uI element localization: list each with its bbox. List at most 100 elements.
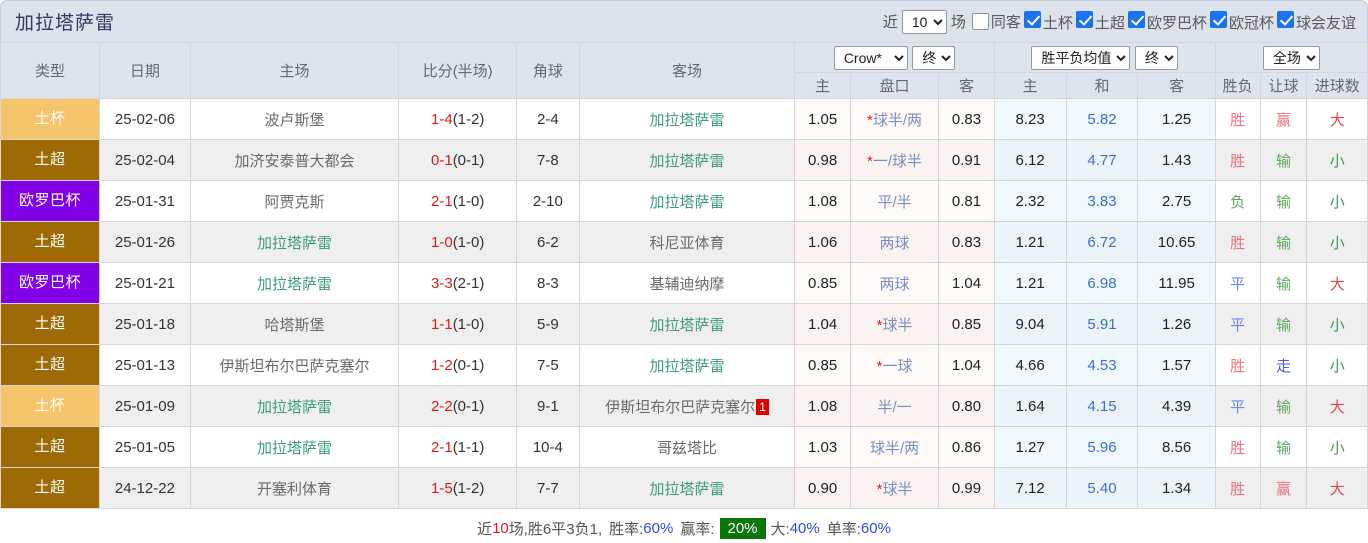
cell-type[interactable]: 土超 [0, 467, 101, 509]
cell-home-team[interactable]: 加拉塔萨雷 [189, 385, 400, 427]
cell-score[interactable]: 2-2(0-1) [398, 385, 518, 427]
cell-score[interactable]: 1-1(1-0) [398, 303, 518, 345]
checkbox-box[interactable] [1127, 10, 1145, 28]
cell-type[interactable]: 土杯 [0, 98, 101, 140]
home-team-name[interactable]: 加拉塔萨雷 [257, 234, 333, 252]
table-row[interactable]: 土杯 25-01-09 加拉塔萨雷 2-2(0-1) 9-1 伊斯坦布尔巴萨克塞尔 1 1.0… [0, 385, 1368, 427]
table-row[interactable]: 土杯 25-02-06 波卢斯堡 1-4(1-2) 2-4 加拉塔萨雷 1.05 *球半/两 0… [0, 98, 1368, 140]
competition-checkbox-5[interactable] [1276, 10, 1294, 28]
same-away-checkbox[interactable] [971, 13, 989, 30]
home-team-name[interactable]: 加拉塔萨雷 [257, 398, 333, 416]
competition-checkbox-4[interactable] [1209, 10, 1227, 28]
cell-away-team[interactable]: 加拉塔萨雷 [578, 303, 796, 345]
cell-type[interactable]: 土超 [0, 344, 101, 386]
full-time-score: 2-1 [431, 192, 453, 210]
cell-home-team[interactable]: 加拉塔萨雷 [189, 262, 400, 304]
away-team-name[interactable]: 加拉塔萨雷 [649, 316, 725, 334]
home-team-name[interactable]: 伊斯坦布尔巴萨克塞尔 [219, 357, 370, 375]
away-team-name[interactable]: 哥兹塔比 [657, 439, 718, 457]
cell-type[interactable]: 土超 [0, 221, 101, 263]
home-team-name[interactable]: 加拉塔萨雷 [257, 439, 333, 457]
away-team-name[interactable]: 伊斯坦布尔巴萨克塞尔 [605, 398, 756, 416]
competition-checkbox-2[interactable] [1075, 10, 1093, 28]
home-team-name[interactable]: 加济安泰普大都会 [234, 152, 355, 170]
cell-away-team[interactable]: 哥兹塔比 [578, 426, 796, 468]
home-team-name[interactable]: 开塞利体育 [257, 480, 333, 498]
cell-away-team[interactable]: 科尼亚体育 [578, 221, 796, 263]
cell-away-team[interactable]: 加拉塔萨雷 [578, 180, 796, 222]
away-team-name[interactable]: 加拉塔萨雷 [649, 357, 725, 375]
cell-type[interactable]: 土超 [0, 303, 101, 345]
handicap-text: *球半/两 [867, 111, 923, 129]
asia-company-select[interactable]: Crow*MacauBet365 [833, 45, 908, 70]
home-team-name[interactable]: 加拉塔萨雷 [257, 275, 333, 293]
table-row[interactable]: 欧罗巴杯 25-01-21 加拉塔萨雷 3-3(2-1) 8-3 基辅迪纳摩 0.85 两球 1… [0, 262, 1368, 304]
cell-home-team[interactable]: 阿贾克斯 [189, 180, 400, 222]
cell-score[interactable]: 1-5(1-2) [398, 467, 518, 509]
table-row[interactable]: 土超 25-01-26 加拉塔萨雷 1-0(1-0) 6-2 科尼亚体育 1.06 两球 0.8… [0, 221, 1368, 263]
competition-checkbox-1[interactable] [1023, 10, 1041, 28]
cell-score[interactable]: 3-3(2-1) [398, 262, 518, 304]
cell-corner: 10-4 [516, 426, 580, 468]
cell-score[interactable]: 0-1(0-1) [398, 139, 518, 181]
cell-score[interactable]: 2-1(1-0) [398, 180, 518, 222]
cell-score[interactable]: 1-4(1-2) [398, 98, 518, 140]
cell-eu-draw-odds: 6.72 [1065, 221, 1139, 263]
cell-home-team[interactable]: 哈塔斯堡 [189, 303, 400, 345]
result-wdl-value: 平 [1230, 275, 1246, 293]
cell-home-team[interactable]: 伊斯坦布尔巴萨克塞尔 [189, 344, 400, 386]
table-row[interactable]: 土超 25-01-18 哈塔斯堡 1-1(1-0) 5-9 加拉塔萨雷 1.04 *球半 0.8… [0, 303, 1368, 345]
cell-type[interactable]: 土超 [0, 426, 101, 468]
cell-eu-home-odds: 8.23 [993, 98, 1067, 140]
home-team-name[interactable]: 阿贾克斯 [264, 193, 325, 211]
away-team-name[interactable]: 加拉塔萨雷 [649, 152, 725, 170]
cell-type[interactable]: 土超 [0, 139, 101, 181]
competition-checkbox-3[interactable] [1127, 10, 1145, 28]
table-row[interactable]: 土超 25-01-05 加拉塔萨雷 2-1(1-1) 10-4 哥兹塔比 1.03 球半/两 0… [0, 426, 1368, 468]
home-team-name[interactable]: 哈塔斯堡 [264, 316, 325, 334]
cell-type[interactable]: 欧罗巴杯 [0, 180, 101, 222]
cell-away-team[interactable]: 伊斯坦布尔巴萨克塞尔 1 [578, 385, 796, 427]
table-row[interactable]: 欧罗巴杯 25-01-31 阿贾克斯 2-1(1-0) 2-10 加拉塔萨雷 1.08 平/半… [0, 180, 1368, 222]
cell-away-team[interactable]: 基辅迪纳摩 [578, 262, 796, 304]
cell-home-team[interactable]: 加拉塔萨雷 [189, 221, 400, 263]
eu-company-select[interactable]: 胜平负均值Bet365威廉希尔 [1031, 45, 1131, 70]
cell-away-team[interactable]: 加拉塔萨雷 [578, 344, 796, 386]
cell-home-team[interactable]: 波卢斯堡 [189, 98, 400, 140]
cell-home-team[interactable]: 加济安泰普大都会 [189, 139, 400, 181]
away-team-name[interactable]: 加拉塔萨雷 [649, 480, 725, 498]
eu-draw-value: 6.98 [1087, 274, 1117, 292]
cell-score[interactable]: 2-1(1-1) [398, 426, 518, 468]
checkbox-box[interactable] [1276, 10, 1294, 28]
cell-eu-away-odds: 1.57 [1137, 344, 1216, 386]
home-team-name[interactable]: 波卢斯堡 [264, 111, 325, 129]
cell-away-team[interactable]: 加拉塔萨雷 [578, 98, 796, 140]
cell-asia-home-odds: 0.90 [794, 467, 851, 509]
cell-score[interactable]: 1-2(0-1) [398, 344, 518, 386]
away-team-name[interactable]: 加拉塔萨雷 [649, 193, 725, 211]
away-team-name[interactable]: 加拉塔萨雷 [649, 111, 725, 129]
scope-select[interactable]: 全场半场 [1262, 45, 1320, 70]
cell-eu-away-odds: 10.65 [1137, 221, 1216, 263]
cell-type[interactable]: 土杯 [0, 385, 101, 427]
match-count-select[interactable]: 6102030 [901, 9, 947, 34]
away-team-name[interactable]: 科尼亚体育 [649, 234, 725, 252]
cell-eu-home-odds: 1.64 [993, 385, 1067, 427]
checkbox-box[interactable] [1209, 10, 1227, 28]
cell-away-team[interactable]: 加拉塔萨雷 [578, 467, 796, 509]
asia-stage-select[interactable]: 终初 [912, 45, 956, 70]
cell-eu-home-odds: 9.04 [993, 303, 1067, 345]
checkbox-box[interactable] [971, 13, 989, 30]
checkbox-box[interactable] [1075, 10, 1093, 28]
cell-away-team[interactable]: 加拉塔萨雷 [578, 139, 796, 181]
away-team-name[interactable]: 基辅迪纳摩 [649, 275, 725, 293]
checkbox-box[interactable] [1023, 10, 1041, 28]
table-row[interactable]: 土超 24-12-22 开塞利体育 1-5(1-2) 7-7 加拉塔萨雷 0.90 *球半 0.… [0, 467, 1368, 509]
cell-home-team[interactable]: 加拉塔萨雷 [189, 426, 400, 468]
cell-home-team[interactable]: 开塞利体育 [189, 467, 400, 509]
eu-stage-select[interactable]: 终初 [1134, 45, 1178, 70]
table-row[interactable]: 土超 25-01-13 伊斯坦布尔巴萨克塞尔 1-2(0-1) 7-5 加拉塔萨雷 0.85… [0, 344, 1368, 386]
cell-score[interactable]: 1-0(1-0) [398, 221, 518, 263]
cell-type[interactable]: 欧罗巴杯 [0, 262, 101, 304]
table-row[interactable]: 土超 25-02-04 加济安泰普大都会 0-1(0-1) 7-8 加拉塔萨雷 0.98 *一… [0, 139, 1368, 181]
